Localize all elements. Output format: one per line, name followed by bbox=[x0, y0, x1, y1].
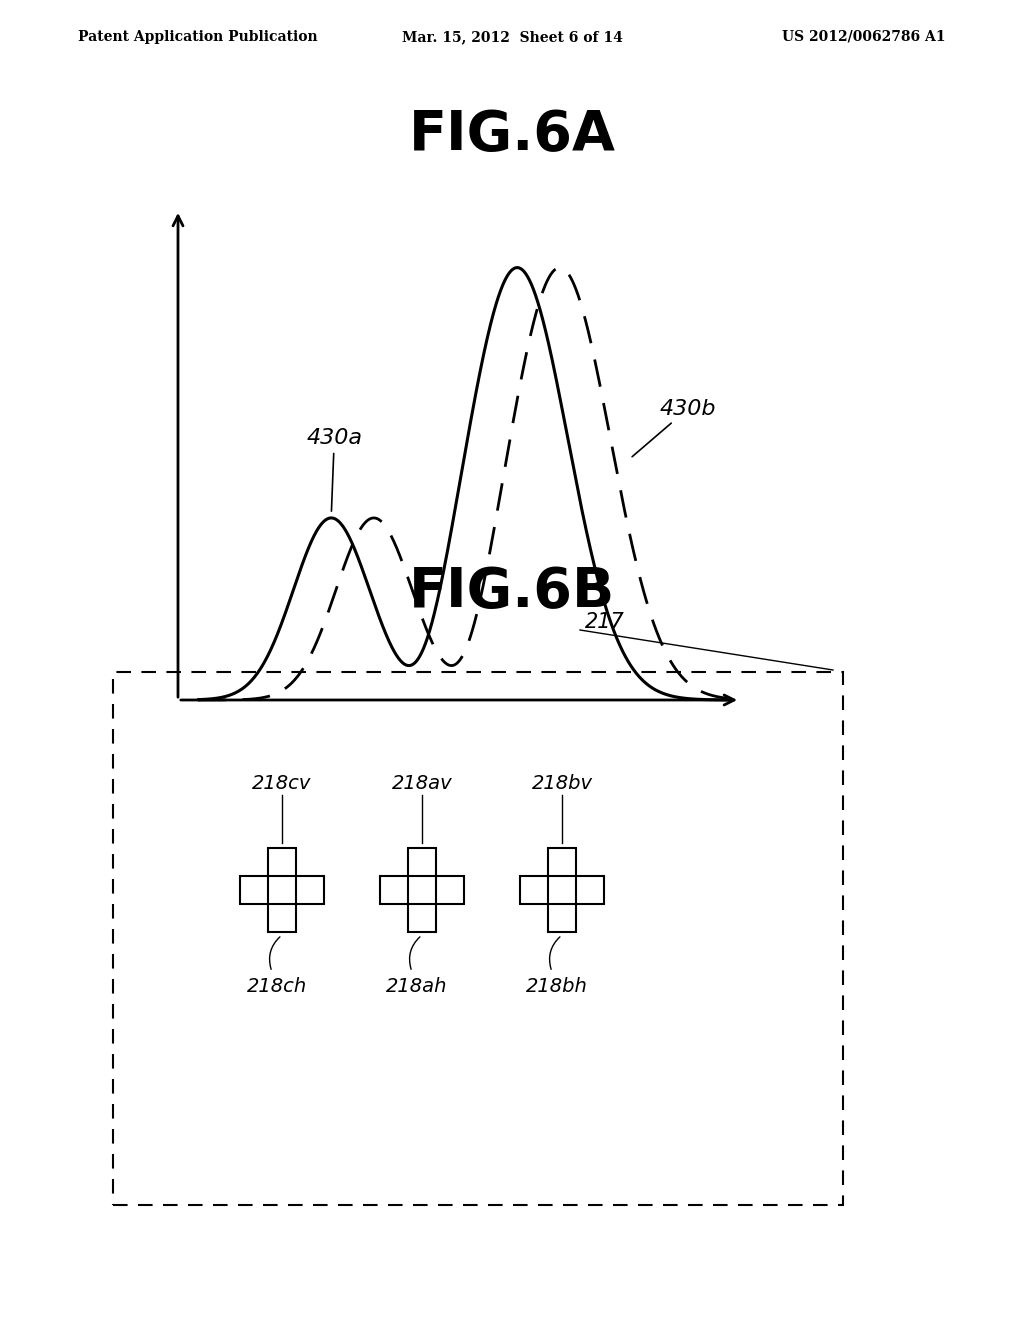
Text: 217: 217 bbox=[585, 612, 625, 632]
Text: FIG.6B: FIG.6B bbox=[409, 565, 615, 619]
Text: 218cv: 218cv bbox=[252, 774, 311, 793]
Text: 218av: 218av bbox=[392, 774, 453, 793]
Text: Mar. 15, 2012  Sheet 6 of 14: Mar. 15, 2012 Sheet 6 of 14 bbox=[401, 30, 623, 44]
Text: 430a: 430a bbox=[306, 428, 362, 511]
Text: 218ah: 218ah bbox=[386, 977, 447, 997]
Text: 218bh: 218bh bbox=[526, 977, 588, 997]
Text: 430b: 430b bbox=[632, 399, 717, 457]
Text: US 2012/0062786 A1: US 2012/0062786 A1 bbox=[782, 30, 946, 44]
Text: 218ch: 218ch bbox=[247, 977, 307, 997]
Text: Patent Application Publication: Patent Application Publication bbox=[78, 30, 317, 44]
Text: 218bv: 218bv bbox=[531, 774, 593, 793]
Text: FIG.6A: FIG.6A bbox=[409, 108, 615, 162]
